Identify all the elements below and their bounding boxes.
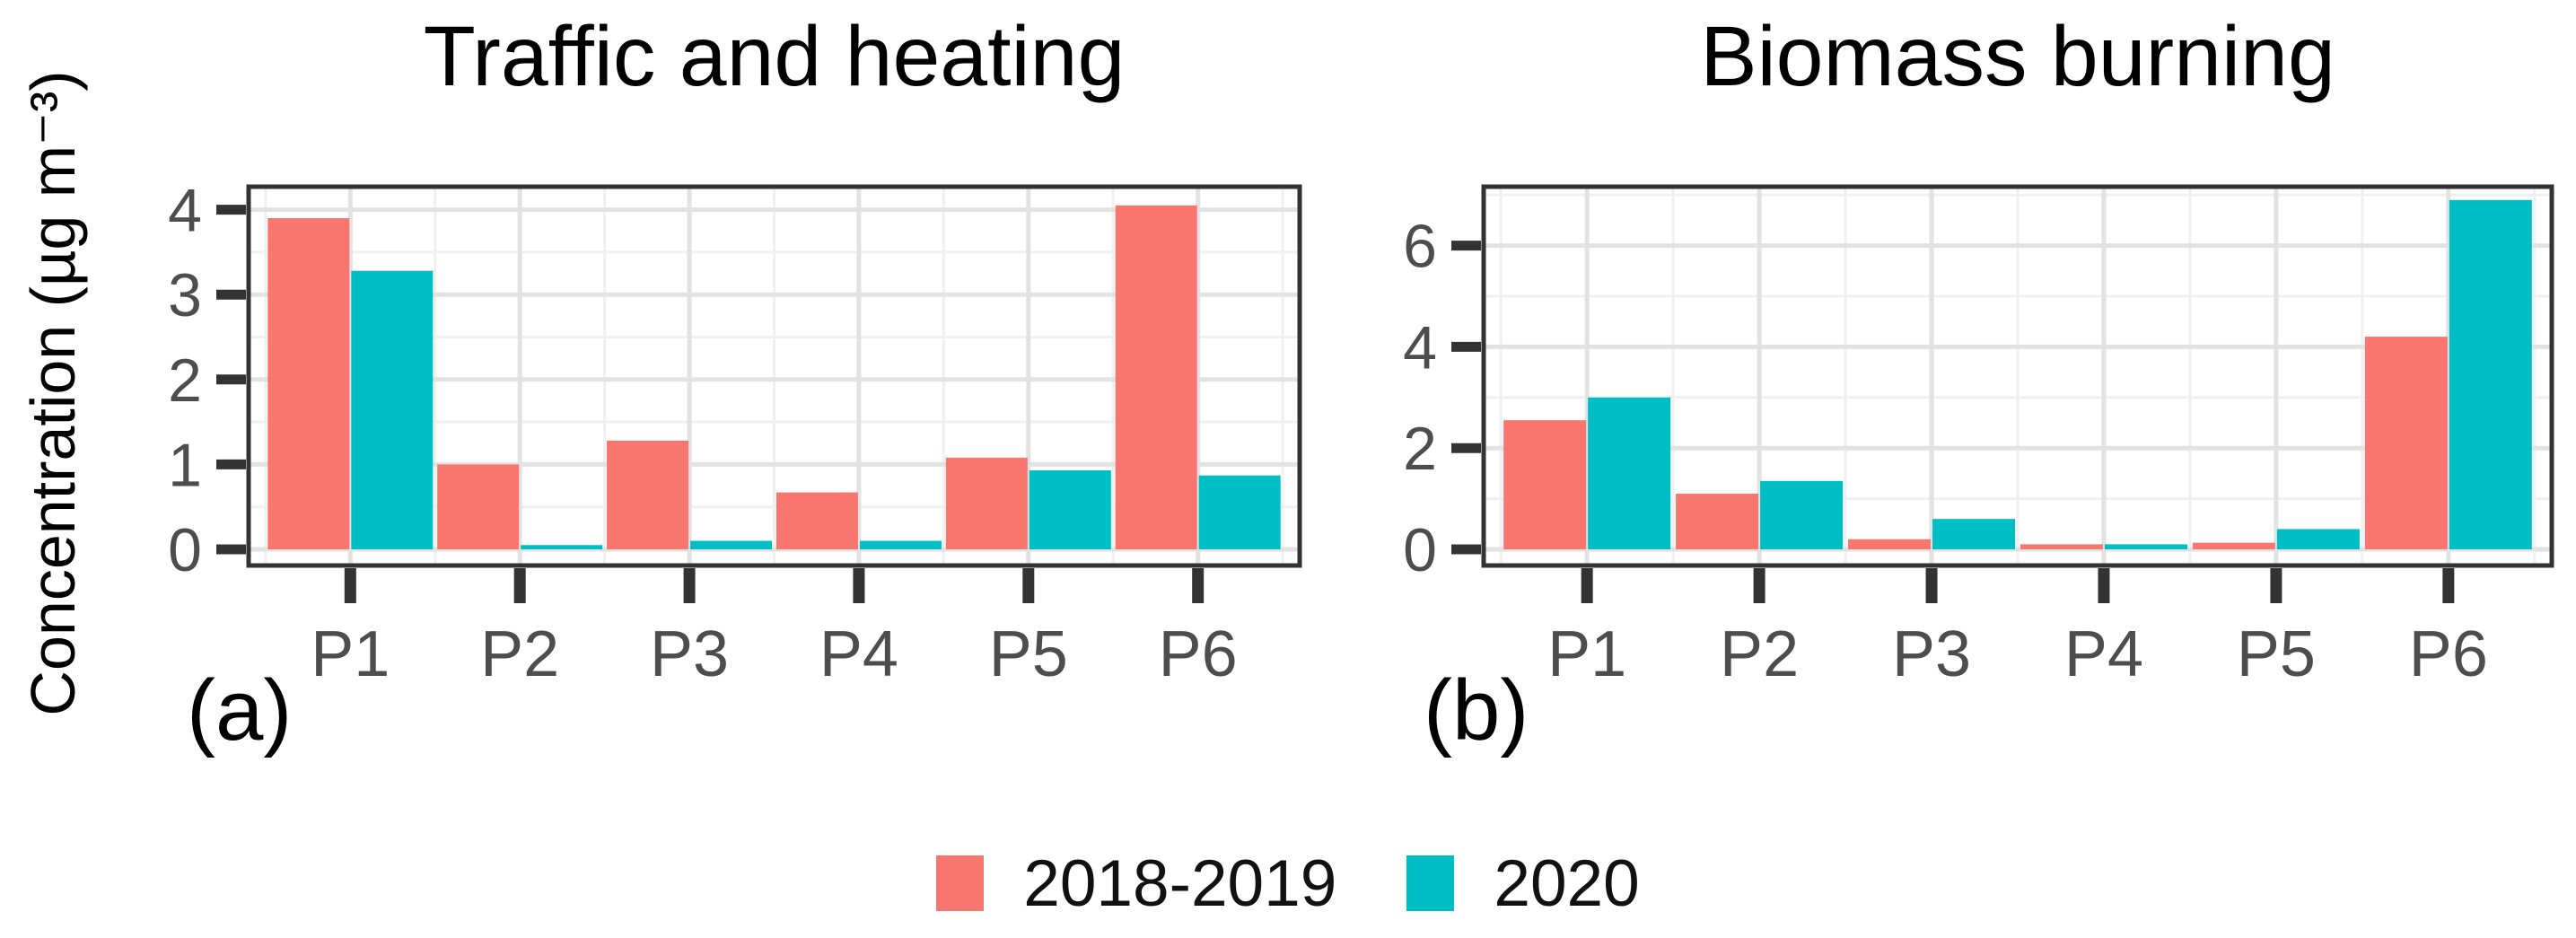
legend-label-2018-2019: 2018-2019 [1023, 846, 1337, 920]
panel-border [1481, 184, 2554, 568]
y-tick-label-6: 6 [1403, 213, 1437, 281]
legend-swatch-2018-2019 [936, 855, 985, 911]
y-tick-label-0: 0 [1403, 516, 1437, 584]
bar-P5-2020 [1029, 470, 1111, 549]
bar-P5-2018-2019 [945, 457, 1028, 549]
bar-P3-2020 [690, 540, 773, 549]
x-category-label-P5: P5 [2237, 618, 2316, 690]
bar-P2-2018-2019 [437, 464, 520, 549]
bar-P1-2020 [1588, 397, 1671, 549]
bar-P4-2018-2019 [2020, 544, 2103, 549]
y-tick-label-3: 3 [168, 261, 202, 329]
x-category-label-P3: P3 [650, 618, 729, 690]
bar-P1-2018-2019 [267, 218, 350, 549]
x-category-label-P2: P2 [480, 618, 559, 690]
panel-border [246, 184, 1302, 568]
bar-P5-2018-2019 [2192, 542, 2275, 549]
x-category-label-P6: P6 [2409, 618, 2488, 690]
y-tick-label-2: 2 [168, 346, 202, 415]
y-tick-label-1: 1 [168, 431, 202, 499]
legend: 2018-2019 2020 [0, 838, 2576, 928]
chart-b-title: Biomass burning [1700, 9, 2335, 104]
bar-P6-2020 [1198, 475, 1281, 549]
bar-P6-2018-2019 [1115, 205, 1197, 549]
x-category-label-P2: P2 [1720, 618, 1799, 690]
y-tick-label-4: 4 [168, 177, 202, 245]
chart-b-panel: 0 2 4 6 P1 P2 P3 P4 P5 P6 [1403, 184, 2554, 690]
legend-label-2020: 2020 [1494, 846, 1640, 920]
bar-P2-2020 [521, 545, 603, 549]
x-category-label-P1: P1 [311, 618, 390, 690]
bar-P4-2020 [2104, 544, 2187, 549]
bar-P4-2020 [859, 540, 942, 549]
bar-P2-2018-2019 [1676, 493, 1759, 549]
y-tick-label-4: 4 [1403, 313, 1437, 381]
x-category-label-P4: P4 [819, 618, 898, 690]
x-category-label-P3: P3 [1892, 618, 1971, 690]
legend-entry-2020: 2020 [1406, 846, 1640, 920]
y-axis-label: Concentration (µg m⁻³) [18, 70, 88, 716]
panel-label-a: (a) [187, 662, 293, 758]
x-category-label-P4: P4 [2064, 618, 2143, 690]
bar-P2-2020 [1760, 480, 1844, 549]
bar-P5-2020 [2276, 529, 2360, 549]
bar-P4-2018-2019 [775, 492, 858, 549]
x-category-label-P5: P5 [989, 618, 1068, 690]
chart-a-panel: 0 1 2 3 4 P1 P2 P3 P4 P5 P6 [168, 177, 1302, 690]
bar-P1-2018-2019 [1503, 420, 1587, 549]
y-tick-label-2: 2 [1403, 415, 1437, 483]
x-category-label-P6: P6 [1159, 618, 1238, 690]
legend-swatch-2020 [1406, 855, 1455, 911]
bar-P3-2018-2019 [607, 440, 689, 549]
bar-P3-2020 [1932, 519, 2016, 549]
legend-entry-2018-2019: 2018-2019 [936, 851, 1336, 916]
y-tick-label-0: 0 [168, 516, 202, 584]
x-category-label-P1: P1 [1547, 618, 1626, 690]
bar-P6-2018-2019 [2364, 337, 2448, 549]
panel-label-b: (b) [1424, 662, 1529, 758]
bar-P3-2018-2019 [1848, 539, 1932, 549]
bar-P6-2020 [2449, 199, 2532, 549]
chart-a-title: Traffic and heating [423, 9, 1126, 104]
bar-P1-2020 [351, 270, 434, 549]
